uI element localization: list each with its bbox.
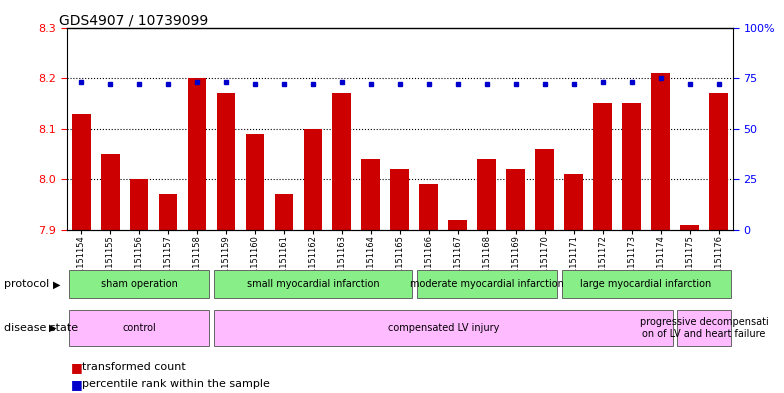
Bar [214, 310, 673, 346]
Bar [216, 93, 235, 230]
Text: GDS4907 / 10739099: GDS4907 / 10739099 [59, 14, 208, 28]
Bar [535, 149, 554, 230]
Text: compensated LV injury: compensated LV injury [387, 323, 499, 333]
Bar [506, 169, 525, 230]
Text: ■: ■ [71, 361, 82, 374]
Text: moderate myocardial infarction: moderate myocardial infarction [410, 279, 564, 289]
Bar [245, 134, 264, 230]
Text: control: control [122, 323, 156, 333]
Bar [677, 310, 731, 346]
Bar [416, 270, 557, 298]
Bar [332, 93, 351, 230]
Bar [593, 103, 612, 230]
Bar [274, 195, 293, 230]
Text: small myocardial infarction: small myocardial infarction [247, 279, 379, 289]
Bar [69, 310, 209, 346]
Bar [390, 169, 409, 230]
Text: transformed count: transformed count [82, 362, 186, 373]
Bar [303, 129, 322, 230]
Bar [129, 179, 148, 230]
Bar [710, 93, 728, 230]
Bar [158, 195, 177, 230]
Bar [100, 154, 119, 230]
Text: ▶: ▶ [49, 323, 57, 333]
Text: disease state: disease state [4, 323, 78, 333]
Bar [448, 220, 467, 230]
Text: ▶: ▶ [53, 279, 61, 289]
Bar [419, 184, 438, 230]
Bar [214, 270, 412, 298]
Bar [187, 78, 206, 230]
Text: large myocardial infarction: large myocardial infarction [580, 279, 712, 289]
Bar [564, 174, 583, 230]
Text: ■: ■ [71, 378, 82, 391]
Text: percentile rank within the sample: percentile rank within the sample [82, 379, 270, 389]
Bar [622, 103, 641, 230]
Bar [361, 159, 380, 230]
Bar [477, 159, 496, 230]
Bar [681, 225, 699, 230]
Text: progressive decompensati
on of LV and heart failure: progressive decompensati on of LV and he… [640, 318, 768, 339]
Bar [71, 114, 90, 230]
Text: sham operation: sham operation [100, 279, 177, 289]
Bar [652, 73, 670, 230]
Bar [69, 270, 209, 298]
Text: protocol: protocol [4, 279, 49, 289]
Bar [561, 270, 731, 298]
